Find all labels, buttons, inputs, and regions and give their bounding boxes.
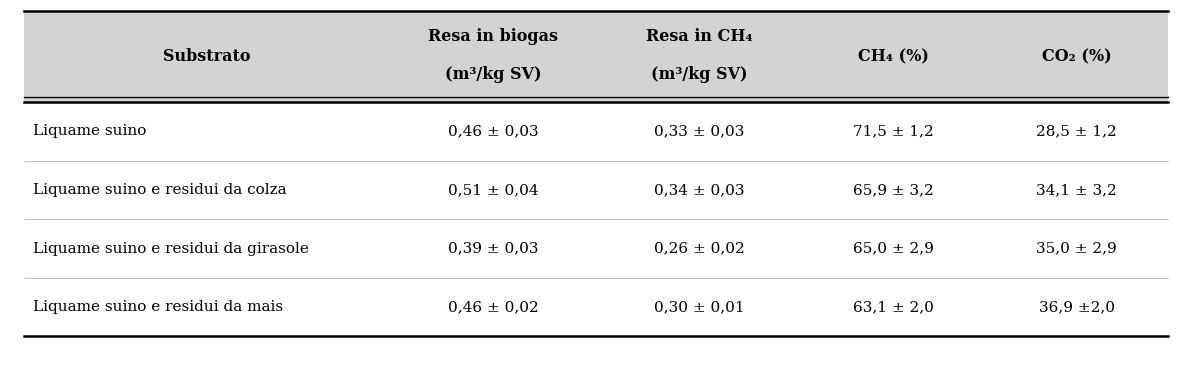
Text: (m³/kg SV): (m³/kg SV) — [651, 67, 747, 83]
Text: 0,39 ± 0,03: 0,39 ± 0,03 — [448, 242, 539, 256]
Text: 28,5 ± 1,2: 28,5 ± 1,2 — [1036, 124, 1117, 138]
Text: 35,0 ± 2,9: 35,0 ± 2,9 — [1036, 242, 1117, 256]
Text: 34,1 ± 3,2: 34,1 ± 3,2 — [1036, 183, 1117, 197]
Text: 65,9 ± 3,2: 65,9 ± 3,2 — [853, 183, 933, 197]
Text: 0,51 ± 0,04: 0,51 ± 0,04 — [448, 183, 539, 197]
Text: Liquame suino: Liquame suino — [33, 124, 147, 138]
Text: Resa in biogas: Resa in biogas — [428, 28, 558, 45]
Text: 0,26 ± 0,02: 0,26 ± 0,02 — [653, 242, 744, 256]
Text: 65,0 ± 2,9: 65,0 ± 2,9 — [853, 242, 935, 256]
Text: 0,46 ± 0,02: 0,46 ± 0,02 — [448, 300, 539, 314]
Text: 63,1 ± 2,0: 63,1 ± 2,0 — [853, 300, 935, 314]
Text: 0,30 ± 0,01: 0,30 ± 0,01 — [653, 300, 744, 314]
Text: Liquame suino e residui da colza: Liquame suino e residui da colza — [33, 183, 287, 197]
Text: 36,9 ±2,0: 36,9 ±2,0 — [1038, 300, 1115, 314]
Text: 0,33 ± 0,03: 0,33 ± 0,03 — [653, 124, 744, 138]
Text: CO₂ (%): CO₂ (%) — [1042, 48, 1111, 65]
Text: Substrato: Substrato — [163, 48, 250, 65]
Text: 0,46 ± 0,03: 0,46 ± 0,03 — [448, 124, 539, 138]
Text: Liquame suino e residui da mais: Liquame suino e residui da mais — [33, 300, 284, 314]
Text: CH₄ (%): CH₄ (%) — [858, 48, 929, 65]
Text: Liquame suino e residui da girasole: Liquame suino e residui da girasole — [33, 242, 309, 256]
Text: 0,34 ± 0,03: 0,34 ± 0,03 — [653, 183, 744, 197]
Text: (m³/kg SV): (m³/kg SV) — [445, 67, 541, 83]
Text: 71,5 ± 1,2: 71,5 ± 1,2 — [853, 124, 933, 138]
Text: Resa in CH₄: Resa in CH₄ — [646, 28, 752, 45]
FancyBboxPatch shape — [24, 11, 1168, 102]
